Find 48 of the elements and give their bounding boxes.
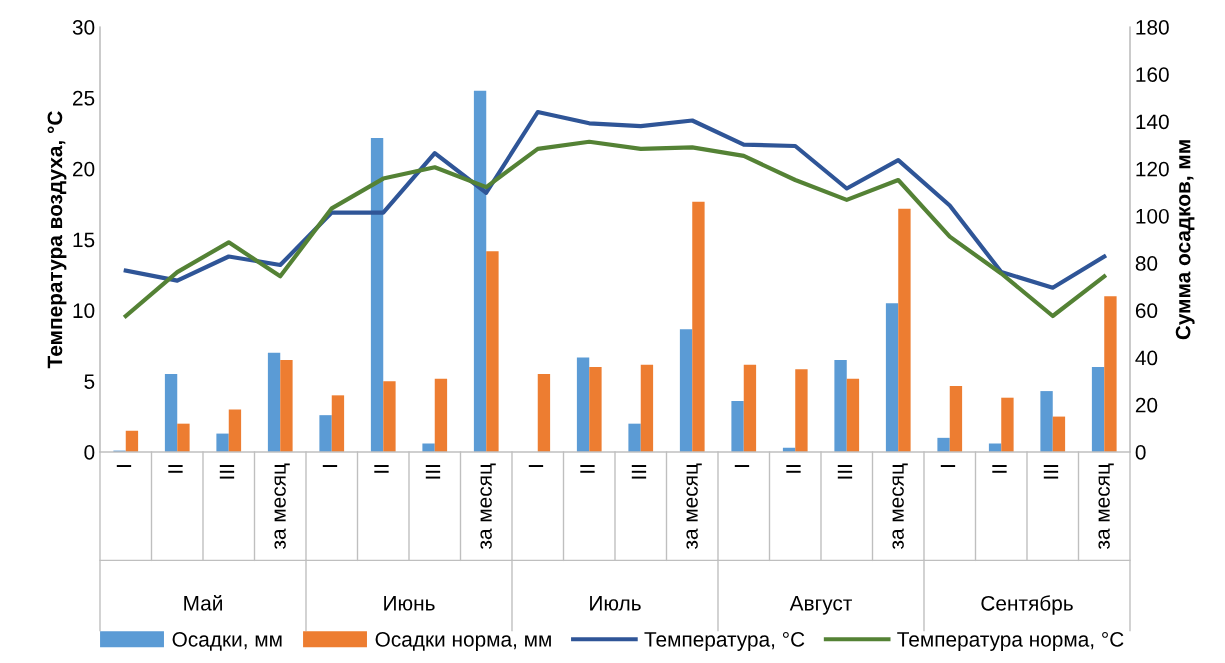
x-tick-label: III — [425, 465, 441, 479]
y-tick-label: 15 — [73, 232, 95, 248]
y-tick-label: 5 — [84, 374, 95, 389]
y-tick-label: 20 — [73, 161, 95, 177]
legend-label: Температура, °C — [644, 632, 805, 651]
x-tick-label: I — [734, 465, 750, 467]
x-tick-label: II — [786, 465, 801, 473]
legend-label: Температура норма, °C — [897, 632, 1124, 651]
y-tick-label: 0 — [84, 445, 95, 460]
y2-tick-label: 60 — [1135, 303, 1158, 319]
x-tick-label: II — [992, 465, 1007, 473]
x-tick-label: III — [837, 465, 853, 479]
text: Май — [184, 594, 222, 611]
y2-tick-label: 0 — [1135, 445, 1146, 460]
x-tick-label: I — [940, 465, 956, 467]
text: Июль — [590, 596, 641, 611]
x-tick-label: за месяц — [892, 463, 908, 550]
y2-tick-label: 80 — [1135, 256, 1158, 271]
y-axis-title: Температура воздуха, °C — [47, 111, 67, 369]
y2-tick-label: 40 — [1135, 350, 1158, 366]
text: Август — [789, 596, 852, 615]
y2-axis-title: Сумма осадков, мм — [1175, 140, 1195, 340]
legend-label: Осадки норма, мм — [375, 632, 551, 651]
x-tick-label: II — [374, 465, 389, 473]
x-tick-label: за месяц — [1098, 463, 1114, 550]
y2-tick-label: 180 — [1136, 20, 1169, 35]
x-tick-label: I — [528, 465, 544, 467]
x-tick-label: за месяц — [274, 463, 290, 550]
x-tick-label: III — [1043, 465, 1059, 479]
x-tick-label: II — [168, 465, 183, 473]
x-tick-label: I — [322, 465, 338, 467]
y-tick-label: 25 — [73, 90, 95, 106]
y2-tick-label: 120 — [1136, 161, 1169, 177]
x-tick-label: II — [580, 465, 595, 473]
text: Июнь — [384, 596, 435, 611]
y2-tick-label: 140 — [1136, 114, 1169, 130]
text: Сентябрь — [981, 595, 1073, 615]
y-tick-label: 30 — [72, 20, 95, 35]
y-tick-label: 10 — [73, 303, 95, 319]
x-tick-label: за месяц — [686, 463, 702, 550]
x-tick-label: III — [631, 465, 647, 479]
x-tick-label: III — [219, 465, 235, 479]
legend-label: Осадки, мм — [172, 632, 282, 651]
y2-tick-label: 20 — [1135, 397, 1158, 413]
y2-tick-label: 160 — [1136, 67, 1169, 82]
x-tick-label: I — [116, 465, 132, 467]
y2-tick-label: 100 — [1136, 208, 1169, 224]
x-tick-label: за месяц — [480, 463, 496, 550]
